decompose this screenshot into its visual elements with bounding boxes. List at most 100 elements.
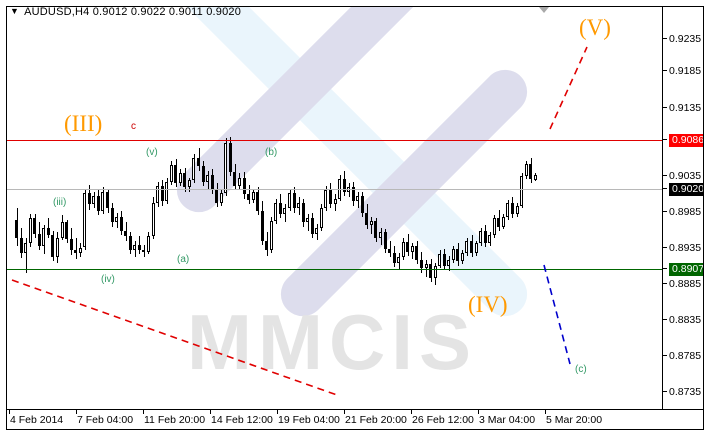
candle-body [511,202,514,214]
candle-body [256,191,259,212]
wave-label-iv[interactable]: (iv) [101,274,115,285]
candle-body [329,190,332,205]
candle-body [516,205,519,214]
tick-dash [210,410,211,414]
candle-body [415,246,418,261]
candle-body [124,230,127,237]
tick-dash [663,175,667,176]
tick-dash [478,410,479,414]
candle-body [206,174,209,182]
price-tick-label: 0.9185 [669,65,702,77]
candle-body [142,250,145,253]
chevron-down-icon[interactable]: ▼ [10,6,20,16]
candle-body [529,163,532,179]
price-tick-label: 0.8885 [669,278,702,290]
candle-body [70,239,73,251]
tick-dash [545,410,546,414]
candle-body [265,240,268,251]
candle-body [97,195,100,212]
price-tick-label: 0.8785 [669,350,702,362]
wave-label-v[interactable]: (V) [579,15,611,40]
candle-body [302,202,305,223]
candle-body [352,187,355,202]
candle-body [343,178,346,192]
wave-label-v[interactable]: (v) [146,147,158,158]
wave-label-a[interactable]: (a) [177,254,190,265]
candle-body [161,185,164,202]
candle-body [165,181,168,202]
wave-label-iv[interactable]: (IV) [468,292,508,317]
candle-body [411,246,414,252]
time-tick-label: 3 Mar 04:00 [479,414,536,426]
candle-wick [371,216,372,234]
wave-label-c[interactable]: c [131,121,136,132]
candle-body [379,232,382,238]
tick-dash [663,107,667,108]
candle-body [338,178,341,199]
time-tick-label: 5 Mar 20:00 [546,414,603,426]
candle-body [297,202,300,209]
candle-body [306,218,309,223]
candle-body [179,173,182,184]
price-tick-label: 0.8985 [669,206,702,218]
candle-body [120,216,123,231]
candle-body [502,216,505,227]
time-axis[interactable]: 4 Feb 2014 7 Feb 04:00 11 Feb 20:00 14 Feb … [7,409,703,429]
time-tick-label: 4 Feb 2014 [10,414,64,426]
candle-body [270,220,273,251]
level-line-resistance[interactable] [7,140,662,141]
candle-body [397,257,400,263]
level-line-current[interactable] [7,189,662,190]
candle-body [356,195,359,202]
tick-dash [663,319,667,320]
candle-body [429,264,432,279]
candle-body [229,142,232,172]
plot-area[interactable]: MMCIS (III) c (v) (b) (iii) (a) (iv) (IV) (V) (c) [7,7,662,409]
candle-body [461,253,464,262]
watermark-text: MMCIS [187,298,477,386]
time-tick-label: 14 Feb 12:00 [211,414,273,426]
tick-dash [663,38,667,39]
current-bar-marker [539,7,549,13]
candle-body [506,202,509,217]
price-tick-label: 0.8935 [669,242,702,254]
symbol-header: ▼ AUDUSD,H4 0.9012 0.9022 0.9011 0.9020 [10,6,241,18]
price-tick-label: 0.8835 [669,314,702,326]
candle-body [324,190,327,209]
candle-body [170,165,173,182]
wave-label-c[interactable]: (c) [575,364,587,375]
tick-dash [277,410,278,414]
candle-body [79,247,82,254]
candle-body [311,218,314,234]
candle-body [174,165,177,184]
candle-body [233,171,236,186]
symbol-quote-text: AUDUSD,H4 0.9012 0.9022 0.9011 0.9020 [24,6,242,18]
candle-body [133,244,136,251]
wave-label-iii[interactable]: (III) [64,111,103,136]
price-tick-label: 0.9020 [669,183,703,196]
tick-dash [9,410,10,414]
tick-dash [663,70,667,71]
candle-body [361,195,364,213]
candle-body [33,218,36,234]
level-line-support[interactable] [7,269,662,270]
candle-body [520,176,523,206]
candle-body [88,192,91,205]
candle-body [420,260,423,269]
wave-label-b[interactable]: (b) [265,147,278,158]
wave-label-iii[interactable]: (iii) [53,197,67,208]
candle-body [484,230,487,244]
candle-body [20,237,23,254]
candle-body [388,248,391,254]
tick-dash [663,355,667,356]
candle-body [24,243,27,254]
candle-body [220,192,223,203]
candle-body [188,180,191,188]
candle-body [470,240,473,254]
candle-wick [426,260,427,277]
price-axis[interactable]: 0.9235 0.9185 0.9135 0.9086 0.9035 0.9020 0.89… [662,7,703,429]
price-tick-label: 0.9135 [669,102,702,114]
candle-body [465,240,468,254]
candle-body [283,208,286,214]
candle-body [406,241,409,252]
